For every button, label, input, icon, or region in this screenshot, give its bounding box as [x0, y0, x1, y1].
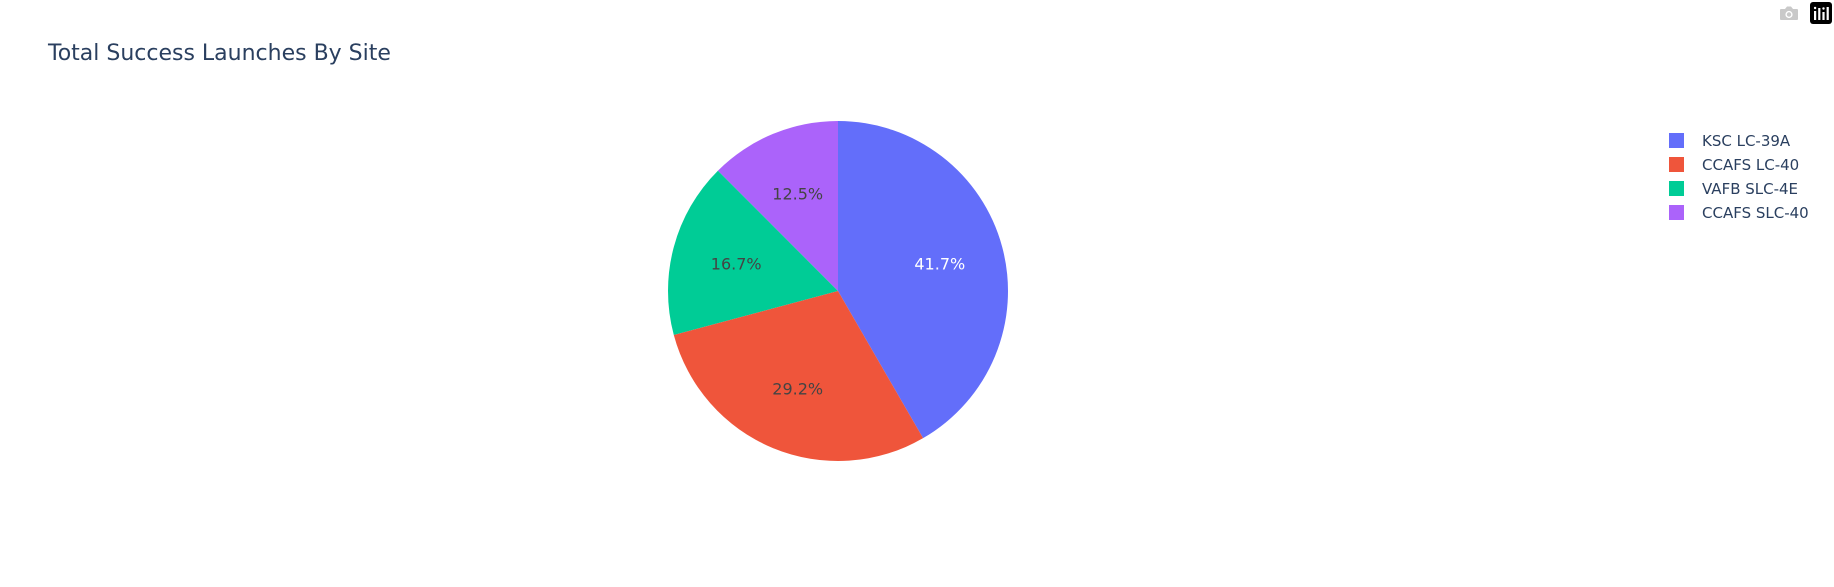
legend-label: CCAFS SLC-40 [1702, 204, 1809, 222]
chart-title: Total Success Launches By Site [47, 41, 391, 66]
pie-slice-vafb-slc-4e[interactable] [668, 170, 838, 336]
legend-item[interactable]: VAFB SLC-4E [1669, 180, 1798, 198]
legend-swatch [1669, 157, 1684, 172]
pie-slice-label: 16.7% [711, 255, 762, 274]
legend-swatch [1669, 133, 1684, 148]
modebar [1778, 2, 1832, 24]
plotly-logo-icon[interactable] [1810, 2, 1832, 24]
pie-slice-ksc-lc-39a[interactable] [838, 121, 1009, 439]
pie-slice-labels: 41.7% 29.2% 16.7% 12.5% [711, 185, 965, 399]
legend-item[interactable]: CCAFS SLC-40 [1669, 204, 1809, 222]
camera-icon[interactable] [1778, 2, 1800, 24]
legend-label: KSC LC-39A [1702, 132, 1791, 150]
legend: KSC LC-39A CCAFS LC-40 VAFB SLC-4E CCAFS SL… [1669, 132, 1809, 222]
legend-swatch [1669, 181, 1684, 196]
legend-item[interactable]: KSC LC-39A [1669, 132, 1791, 150]
pie-slice-label: 29.2% [772, 379, 823, 398]
legend-label: VAFB SLC-4E [1702, 180, 1798, 198]
legend-swatch [1669, 205, 1684, 220]
pie-slices [668, 121, 1009, 461]
pie-slice-label: 41.7% [914, 255, 965, 274]
pie-slice-label: 12.5% [772, 185, 823, 204]
pie-slice-ccafs-slc-40[interactable] [717, 121, 838, 291]
legend-label: CCAFS LC-40 [1702, 156, 1799, 174]
pie-slice-ccafs-lc-40[interactable] [673, 291, 924, 461]
legend-item[interactable]: CCAFS LC-40 [1669, 156, 1799, 174]
